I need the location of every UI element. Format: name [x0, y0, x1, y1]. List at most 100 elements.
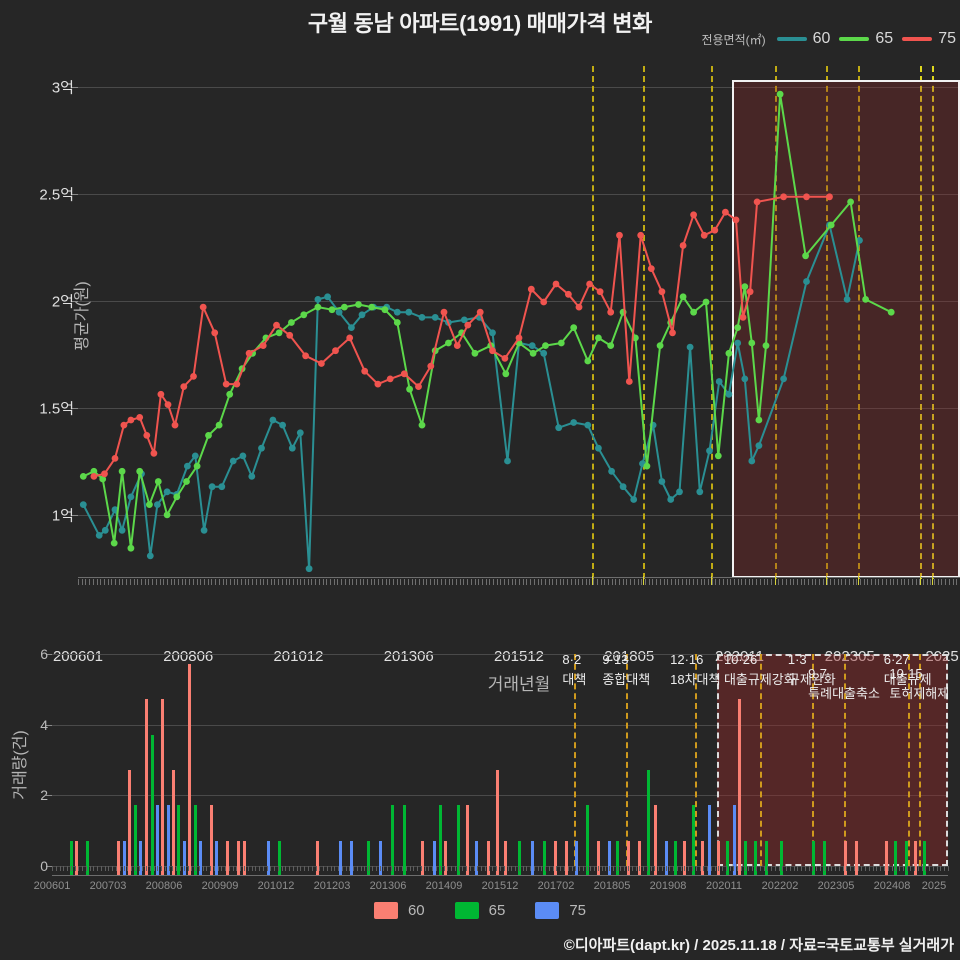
data-point[interactable] — [440, 308, 448, 316]
volume-bar[interactable] — [465, 805, 469, 876]
data-point[interactable] — [753, 198, 761, 206]
data-point[interactable] — [269, 416, 277, 424]
data-point[interactable] — [279, 421, 286, 429]
volume-bar[interactable] — [172, 770, 176, 876]
data-point[interactable] — [540, 349, 548, 357]
volume-bar[interactable] — [69, 840, 73, 876]
volume-bar[interactable] — [198, 840, 202, 876]
volume-bar[interactable] — [236, 840, 240, 876]
volume-bar[interactable] — [637, 840, 641, 876]
data-point[interactable] — [258, 444, 265, 452]
data-point[interactable] — [314, 303, 322, 311]
data-point[interactable] — [803, 278, 810, 285]
data-point[interactable] — [215, 421, 223, 429]
data-point[interactable] — [826, 193, 833, 201]
volume-bar[interactable] — [607, 840, 611, 876]
data-point[interactable] — [690, 308, 697, 316]
data-point[interactable] — [222, 380, 230, 388]
volume-bar[interactable] — [575, 840, 579, 876]
volume-bar[interactable] — [553, 840, 557, 876]
data-point[interactable] — [679, 293, 687, 301]
data-point[interactable] — [734, 339, 742, 347]
volume-bar[interactable] — [390, 805, 394, 876]
data-point[interactable] — [127, 416, 135, 424]
data-point[interactable] — [341, 303, 348, 311]
data-point[interactable] — [99, 475, 107, 483]
data-point[interactable] — [361, 367, 369, 375]
data-point[interactable] — [368, 303, 376, 311]
data-point[interactable] — [393, 308, 401, 316]
data-point[interactable] — [358, 311, 366, 319]
data-point[interactable] — [584, 357, 592, 365]
data-point[interactable] — [418, 314, 426, 321]
volume-bar[interactable] — [177, 805, 181, 876]
volume-bar[interactable] — [922, 840, 926, 876]
data-point[interactable] — [776, 90, 784, 98]
data-point[interactable] — [607, 342, 615, 349]
data-point[interactable] — [150, 449, 158, 457]
data-point[interactable] — [780, 193, 787, 201]
data-point[interactable] — [515, 334, 523, 342]
data-point[interactable] — [90, 467, 98, 475]
legend-bottom-item-60[interactable]: 60 — [373, 902, 425, 919]
data-point[interactable] — [696, 488, 704, 496]
data-point[interactable] — [218, 483, 226, 491]
data-point[interactable] — [460, 316, 468, 324]
data-point[interactable] — [502, 370, 510, 378]
data-point[interactable] — [245, 349, 253, 357]
data-point[interactable] — [163, 488, 171, 496]
volume-bar[interactable] — [456, 805, 460, 876]
data-point[interactable] — [637, 231, 645, 239]
volume-bar[interactable] — [627, 840, 631, 876]
data-point[interactable] — [346, 334, 354, 342]
volume-bar[interactable] — [691, 805, 695, 876]
volume-bar[interactable] — [444, 840, 448, 876]
legend-bottom-item-75[interactable]: 75 — [535, 902, 586, 919]
data-point[interactable] — [690, 211, 697, 219]
volume-bar[interactable] — [209, 805, 213, 876]
volume-bar[interactable] — [707, 805, 711, 876]
volume-bar[interactable] — [913, 840, 917, 876]
volume-bar[interactable] — [133, 805, 137, 876]
data-point[interactable] — [584, 421, 592, 429]
data-point[interactable] — [676, 488, 683, 496]
data-point[interactable] — [667, 496, 675, 503]
data-point[interactable] — [565, 290, 572, 298]
data-point[interactable] — [748, 339, 756, 347]
data-point[interactable] — [427, 362, 435, 370]
data-point[interactable] — [348, 324, 355, 331]
volume-bar[interactable] — [193, 805, 197, 876]
volume-bar[interactable] — [495, 770, 499, 876]
volume-bar[interactable] — [432, 840, 436, 876]
volume-bar[interactable] — [155, 805, 159, 876]
volume-bar[interactable] — [517, 840, 521, 876]
data-point[interactable] — [154, 478, 162, 485]
volume-bar[interactable] — [904, 840, 908, 876]
data-point[interactable] — [208, 483, 216, 491]
data-point[interactable] — [193, 462, 201, 470]
data-point[interactable] — [163, 511, 171, 519]
volume-bar[interactable] — [161, 699, 165, 876]
volume-bar[interactable] — [182, 840, 186, 876]
data-point[interactable] — [643, 462, 651, 470]
data-point[interactable] — [79, 501, 87, 508]
data-point[interactable] — [529, 349, 537, 357]
data-point[interactable] — [780, 375, 787, 383]
data-point[interactable] — [706, 447, 713, 455]
volume-bar[interactable] — [844, 840, 848, 876]
data-point[interactable] — [127, 493, 135, 501]
data-point[interactable] — [286, 331, 294, 339]
data-point[interactable] — [725, 390, 733, 398]
data-point[interactable] — [288, 319, 295, 326]
legend-item-65[interactable]: 65 — [839, 30, 893, 48]
data-point[interactable] — [679, 242, 687, 249]
volume-bar[interactable] — [117, 840, 121, 876]
data-point[interactable] — [233, 380, 241, 388]
volume-bar[interactable] — [885, 840, 889, 876]
data-point[interactable] — [464, 321, 472, 329]
data-point[interactable] — [755, 416, 763, 424]
volume-bar[interactable] — [504, 840, 508, 876]
volume-bar[interactable] — [75, 840, 79, 876]
data-point[interactable] — [732, 216, 740, 224]
data-point[interactable] — [739, 314, 747, 321]
